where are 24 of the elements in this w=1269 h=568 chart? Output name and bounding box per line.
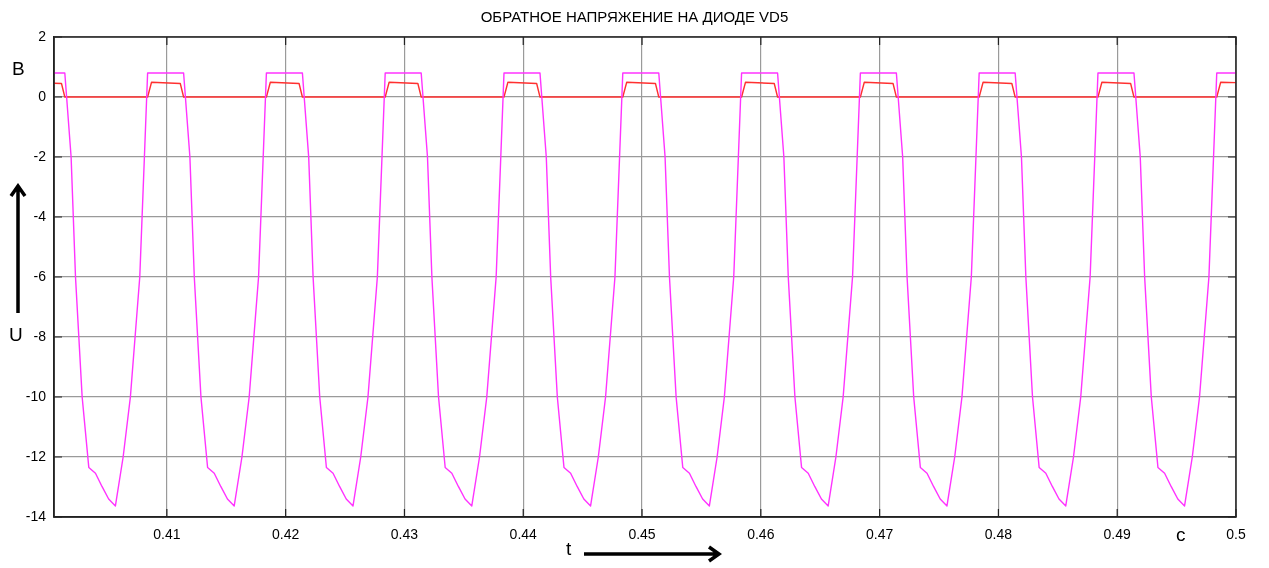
y-tick-label: -4 <box>33 207 47 224</box>
y-tick-label: -14 <box>25 507 47 524</box>
y-tick-label: -6 <box>33 267 47 284</box>
x-tick-label: 0.46 <box>747 526 775 543</box>
y-tick-label: -8 <box>33 327 47 344</box>
y-tick-label: 0 <box>38 87 47 104</box>
x-tick-label: 0.42 <box>272 526 300 543</box>
x-tick-label: 0.44 <box>509 526 538 543</box>
x-tick-label: 0.45 <box>628 526 656 543</box>
chart-title: ОБРАТНОЕ НАПРЯЖЕНИЕ НА ДИОДЕ VD5 <box>479 8 790 25</box>
y-tick-label: -12 <box>25 447 47 464</box>
x-tick-label: 0.41 <box>153 526 181 543</box>
x-tick-label: 0.43 <box>390 526 419 543</box>
x-tick-label: 0.5 <box>1226 526 1246 543</box>
text: с <box>1176 524 1186 546</box>
x-axis-title: t <box>566 538 572 560</box>
y-axis-title: U <box>9 324 23 346</box>
text: В <box>12 58 25 80</box>
x-tick-label: 0.48 <box>984 526 1013 543</box>
y-tick-label: -2 <box>33 147 47 164</box>
y-tick-label: -10 <box>25 387 47 404</box>
y-tick-label: 2 <box>38 27 47 44</box>
x-tick-label: 0.49 <box>1103 526 1132 543</box>
x-tick-label: 0.47 <box>865 526 894 543</box>
